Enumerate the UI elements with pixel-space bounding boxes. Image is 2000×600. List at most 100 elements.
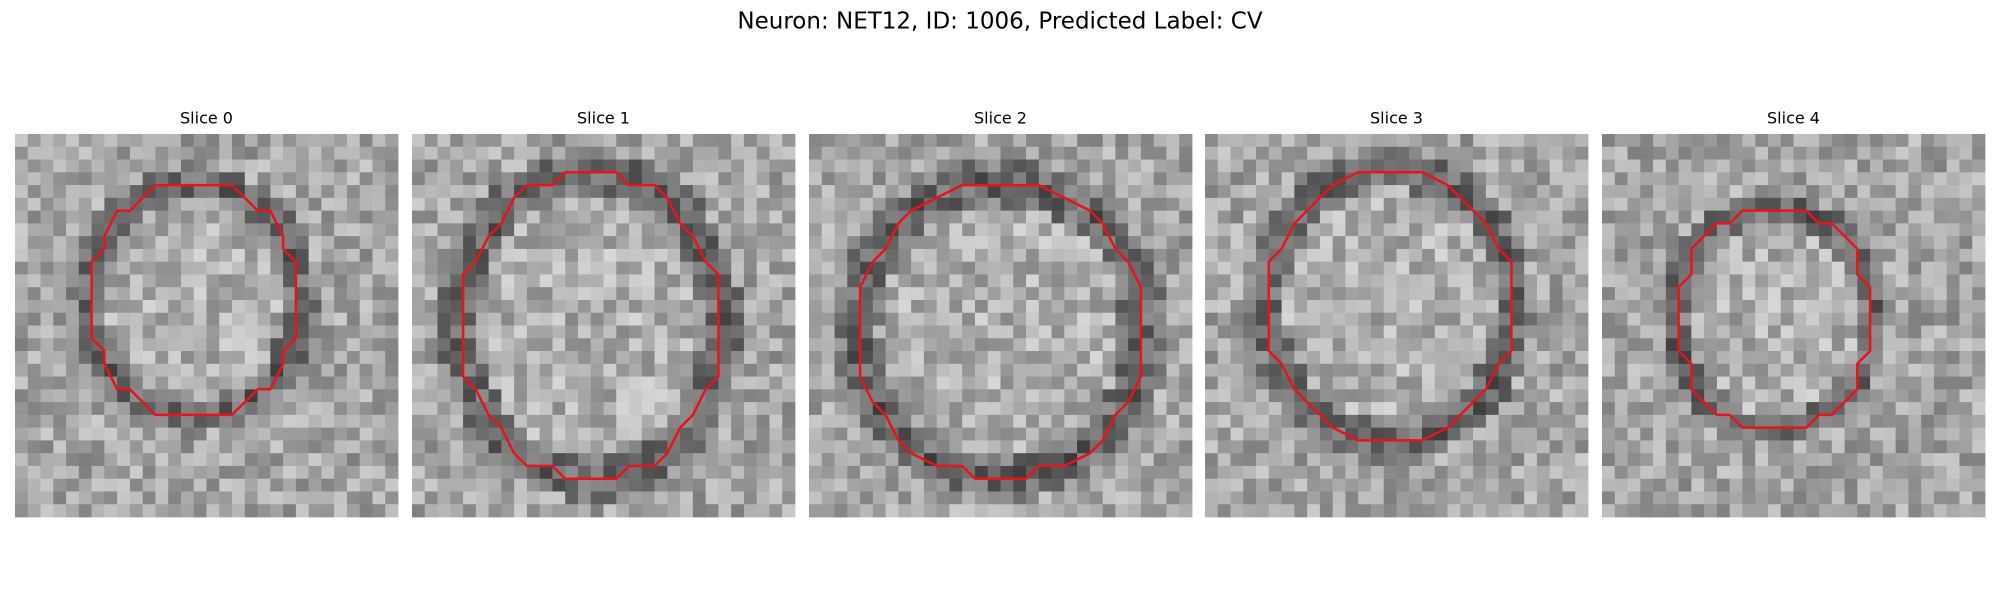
pixel bbox=[1627, 325, 1641, 339]
pixel bbox=[782, 414, 796, 429]
pixel bbox=[346, 338, 361, 352]
pixel bbox=[463, 440, 477, 454]
pixel bbox=[974, 465, 989, 480]
pixel bbox=[1678, 402, 1692, 416]
pixel bbox=[66, 261, 80, 275]
pixel bbox=[1831, 465, 1845, 480]
pixel bbox=[1307, 261, 1321, 275]
pixel bbox=[1602, 210, 1616, 224]
pixel bbox=[1716, 210, 1731, 224]
pixel bbox=[1153, 223, 1167, 237]
pixel bbox=[1307, 299, 1321, 314]
pixel bbox=[552, 440, 566, 454]
pixel bbox=[1077, 478, 1091, 492]
pixel bbox=[1064, 427, 1078, 441]
pixel bbox=[1665, 338, 1679, 352]
pixel bbox=[847, 223, 861, 237]
pixel bbox=[782, 197, 796, 211]
pixel bbox=[641, 338, 655, 352]
pixel bbox=[1422, 389, 1436, 403]
pixel bbox=[1294, 402, 1308, 416]
pixel bbox=[1243, 134, 1257, 148]
pixel bbox=[680, 299, 694, 314]
pixel bbox=[962, 210, 976, 224]
pixel bbox=[860, 287, 874, 301]
pixel bbox=[987, 414, 1001, 429]
pixel bbox=[1908, 351, 1922, 365]
pixel bbox=[974, 274, 989, 288]
pixel bbox=[66, 376, 80, 390]
pixel bbox=[667, 376, 681, 390]
pixel bbox=[1691, 172, 1705, 186]
pixel bbox=[1128, 197, 1142, 211]
pixel bbox=[911, 248, 925, 263]
pixel bbox=[1460, 223, 1474, 237]
pixel bbox=[488, 478, 502, 492]
pixel bbox=[15, 376, 29, 390]
pixel bbox=[936, 465, 950, 480]
pixel bbox=[962, 427, 976, 441]
pixel bbox=[1793, 427, 1807, 441]
pixel bbox=[1128, 287, 1142, 301]
pixel bbox=[1882, 453, 1897, 467]
pixel bbox=[565, 299, 579, 314]
pixel bbox=[603, 504, 617, 518]
pixel bbox=[1780, 453, 1794, 467]
pixel bbox=[424, 478, 438, 492]
pixel bbox=[629, 338, 643, 352]
pixel bbox=[232, 325, 246, 339]
pixel bbox=[1281, 414, 1295, 429]
pixel bbox=[1051, 376, 1065, 390]
pixel bbox=[1000, 312, 1014, 326]
pixel bbox=[1217, 146, 1231, 160]
pixel bbox=[437, 146, 451, 160]
pixel bbox=[1844, 172, 1858, 186]
pixel bbox=[168, 389, 182, 403]
pixel bbox=[1089, 325, 1104, 339]
pixel bbox=[1140, 210, 1155, 224]
pixel bbox=[142, 351, 156, 365]
pixel bbox=[1358, 491, 1372, 505]
pixel bbox=[577, 185, 592, 199]
pixel bbox=[1383, 478, 1397, 492]
pixel bbox=[1013, 338, 1027, 352]
pixel bbox=[1933, 491, 1948, 505]
pixel bbox=[1831, 312, 1845, 326]
pixel bbox=[821, 351, 835, 365]
pixel bbox=[1857, 312, 1871, 326]
pixel bbox=[1140, 465, 1155, 480]
pixel bbox=[577, 210, 592, 224]
pixel bbox=[1933, 389, 1948, 403]
pixel bbox=[219, 312, 233, 326]
pixel bbox=[475, 440, 489, 454]
pixel bbox=[705, 159, 719, 173]
pixel bbox=[1653, 376, 1667, 390]
pixel bbox=[412, 338, 426, 352]
pixel bbox=[91, 274, 105, 288]
pixel bbox=[219, 453, 233, 467]
panel-label: Slice 0 bbox=[180, 109, 233, 128]
pixel bbox=[1716, 197, 1731, 211]
pixel bbox=[1243, 159, 1257, 173]
pixel bbox=[270, 261, 284, 275]
pixel bbox=[1473, 504, 1487, 518]
pixel bbox=[565, 325, 579, 339]
pixel bbox=[129, 465, 144, 480]
pixel bbox=[412, 287, 426, 301]
pixel bbox=[680, 146, 694, 160]
pixel bbox=[283, 185, 297, 199]
pixel bbox=[1678, 389, 1692, 403]
pixel bbox=[1921, 478, 1935, 492]
pixel bbox=[860, 197, 874, 211]
pixel bbox=[168, 402, 182, 416]
pixel bbox=[334, 504, 348, 518]
pixel bbox=[1627, 351, 1641, 365]
pixel bbox=[847, 440, 861, 454]
pixel bbox=[1511, 389, 1525, 403]
pixel bbox=[1908, 248, 1922, 263]
pixel bbox=[616, 261, 630, 275]
pixel bbox=[1102, 465, 1116, 480]
pixel bbox=[1959, 427, 1973, 441]
pixel bbox=[334, 236, 348, 250]
pixel bbox=[463, 478, 477, 492]
